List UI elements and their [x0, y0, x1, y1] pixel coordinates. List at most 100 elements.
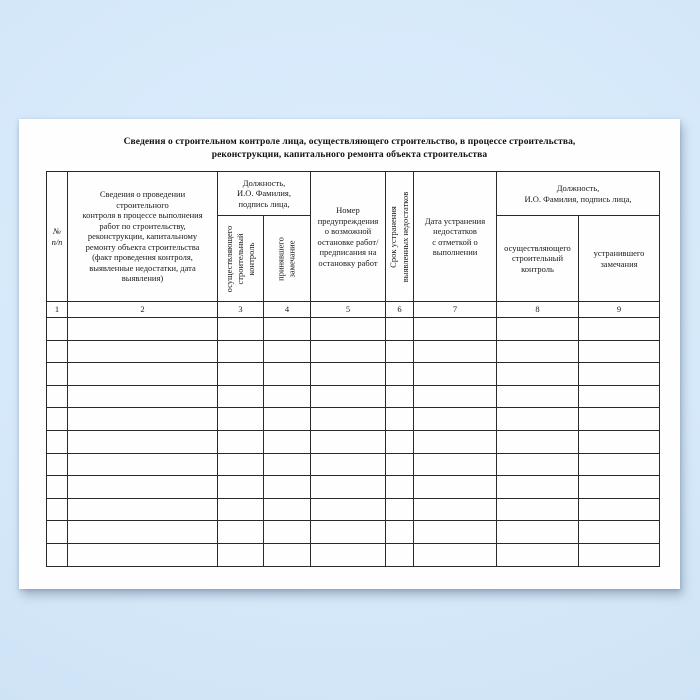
empty-cell — [263, 429, 311, 454]
empty-cell — [310, 497, 386, 522]
empty-cell — [577, 384, 661, 409]
column-number: 3 — [217, 301, 264, 318]
empty-cell — [46, 475, 68, 499]
empty-cell — [67, 384, 218, 409]
column-number: 2 — [67, 301, 218, 318]
empty-cell — [46, 497, 68, 522]
table-row — [46, 317, 661, 341]
empty-cell — [263, 520, 311, 544]
column-number: 9 — [577, 301, 661, 318]
empty-cell — [385, 475, 414, 499]
empty-cell — [413, 520, 497, 544]
empty-cell — [217, 384, 264, 409]
empty-cell — [67, 317, 218, 341]
empty-cell — [577, 339, 661, 364]
empty-cell — [263, 452, 311, 477]
table-row — [46, 520, 661, 544]
empty-cell — [217, 339, 264, 364]
empty-cell — [413, 542, 497, 567]
empty-cell — [46, 362, 68, 386]
empty-cell — [310, 475, 386, 499]
column-number: 4 — [263, 301, 311, 318]
empty-cell — [217, 362, 264, 386]
empty-cell — [67, 339, 218, 364]
empty-cell — [46, 384, 68, 409]
header-group-position-name-signature-8-9: Должность, И.О. Фамилия, подпись лица, — [495, 171, 661, 216]
empty-cell — [413, 362, 497, 386]
empty-cell — [263, 362, 311, 386]
table-row — [46, 384, 661, 409]
empty-cell — [577, 452, 661, 477]
empty-cell — [413, 407, 497, 431]
empty-cell — [67, 475, 218, 499]
empty-cell — [385, 497, 414, 522]
empty-cell — [67, 542, 218, 567]
empty-cell — [310, 317, 386, 341]
table-body-empty-rows — [46, 317, 661, 567]
table-row — [46, 475, 661, 499]
column-number-row: 1 2 3 4 5 6 7 8 9 — [46, 301, 661, 318]
empty-cell — [496, 542, 579, 567]
empty-cell — [263, 497, 311, 522]
empty-cell — [413, 429, 497, 454]
header-col-fix-date: Дата устранения недостатков с отметкой о… — [413, 171, 497, 302]
empty-cell — [217, 497, 264, 522]
empty-cell — [263, 475, 311, 499]
empty-cell — [413, 452, 497, 477]
table-row — [46, 429, 661, 454]
empty-cell — [46, 429, 68, 454]
empty-cell — [310, 362, 386, 386]
column-number: 8 — [496, 301, 579, 318]
empty-cell — [310, 384, 386, 409]
empty-cell — [413, 339, 497, 364]
empty-cell — [577, 362, 661, 386]
empty-cell — [217, 542, 264, 567]
empty-cell — [217, 317, 264, 341]
table-row — [46, 542, 661, 567]
empty-cell — [496, 317, 579, 341]
empty-cell — [263, 407, 311, 431]
table-row — [46, 497, 661, 522]
empty-cell — [263, 542, 311, 567]
column-number: 7 — [413, 301, 497, 318]
header-subcol-accepted-remark: принявшего замечание — [263, 215, 311, 302]
empty-cell — [577, 542, 661, 567]
empty-cell — [310, 520, 386, 544]
empty-cell — [263, 317, 311, 341]
empty-cell — [496, 497, 579, 522]
empty-cell — [385, 520, 414, 544]
empty-cell — [46, 452, 68, 477]
empty-cell — [413, 475, 497, 499]
header-col-deadline-vertical-text: Срок устранения выявленных недостатков — [387, 191, 410, 282]
header-col-number: № п/п — [46, 171, 68, 302]
empty-cell — [310, 542, 386, 567]
empty-cell — [67, 520, 218, 544]
empty-cell — [496, 362, 579, 386]
empty-cell — [385, 429, 414, 454]
empty-cell — [385, 362, 414, 386]
empty-cell — [413, 384, 497, 409]
empty-cell — [385, 384, 414, 409]
empty-cell — [385, 317, 414, 341]
empty-cell — [217, 475, 264, 499]
empty-cell — [413, 317, 497, 341]
empty-cell — [46, 520, 68, 544]
empty-cell — [67, 497, 218, 522]
empty-cell — [385, 542, 414, 567]
header-row-subcolumns: осуществляющего строительный контроль пр… — [47, 215, 661, 302]
empty-cell — [46, 317, 68, 341]
header-subcol-performing-control-2: осуществляющего строительный контроль — [496, 215, 579, 302]
empty-cell — [577, 520, 661, 544]
header-col-control-info: Сведения о проведении строительного конт… — [67, 171, 218, 302]
empty-cell — [217, 429, 264, 454]
empty-cell — [496, 452, 579, 477]
empty-cell — [67, 452, 218, 477]
empty-cell — [577, 407, 661, 431]
empty-cell — [217, 407, 264, 431]
empty-cell — [496, 475, 579, 499]
table-row — [46, 339, 661, 364]
empty-cell — [310, 429, 386, 454]
empty-cell — [263, 339, 311, 364]
empty-cell — [385, 339, 414, 364]
column-number: 6 — [385, 301, 414, 318]
